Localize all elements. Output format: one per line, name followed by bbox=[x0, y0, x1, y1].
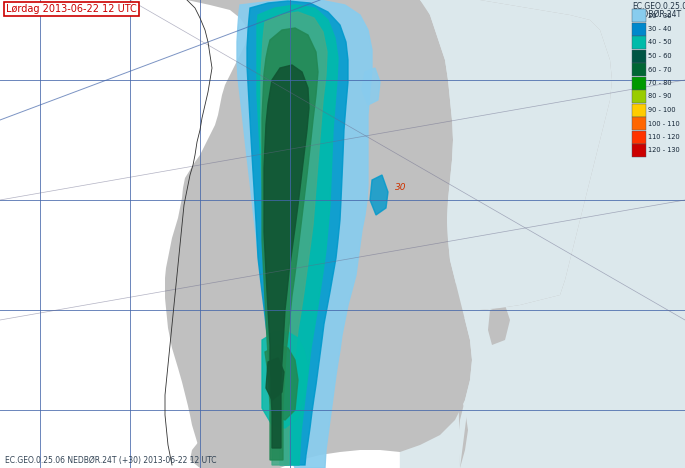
Bar bbox=[632, 90, 646, 103]
Bar bbox=[632, 117, 646, 130]
Polygon shape bbox=[362, 68, 380, 105]
Text: 70 - 80: 70 - 80 bbox=[648, 80, 671, 86]
Text: 30: 30 bbox=[395, 183, 406, 192]
Polygon shape bbox=[370, 175, 388, 215]
Text: 60 - 70: 60 - 70 bbox=[648, 66, 671, 73]
Bar bbox=[632, 76, 646, 89]
Polygon shape bbox=[190, 440, 265, 468]
Polygon shape bbox=[420, 0, 612, 468]
Text: 80 - 90: 80 - 90 bbox=[648, 94, 671, 100]
Polygon shape bbox=[265, 345, 298, 420]
Polygon shape bbox=[165, 0, 472, 468]
Text: 110 - 120: 110 - 120 bbox=[648, 134, 680, 140]
Text: 90 - 100: 90 - 100 bbox=[648, 107, 675, 113]
Polygon shape bbox=[257, 5, 338, 465]
Polygon shape bbox=[266, 358, 284, 400]
Text: EC.GEO.0.25.06: EC.GEO.0.25.06 bbox=[632, 2, 685, 11]
Bar bbox=[632, 9, 646, 22]
Polygon shape bbox=[488, 305, 510, 345]
Text: 50 - 60: 50 - 60 bbox=[648, 53, 671, 59]
Polygon shape bbox=[264, 65, 309, 448]
Text: 120 - 130: 120 - 130 bbox=[648, 147, 680, 154]
Bar bbox=[632, 50, 646, 63]
Polygon shape bbox=[237, 0, 372, 468]
Text: 40 - 50: 40 - 50 bbox=[648, 39, 671, 45]
Text: 30 - 40: 30 - 40 bbox=[648, 26, 671, 32]
Polygon shape bbox=[247, 1, 348, 465]
Text: Lørdag 2013-06-22 12 UTC: Lørdag 2013-06-22 12 UTC bbox=[6, 4, 137, 14]
Polygon shape bbox=[400, 0, 685, 468]
Polygon shape bbox=[262, 332, 308, 428]
Polygon shape bbox=[262, 28, 318, 460]
Bar bbox=[632, 144, 646, 157]
Text: 20 - 30: 20 - 30 bbox=[648, 13, 671, 19]
Text: 100 - 110: 100 - 110 bbox=[648, 120, 680, 126]
Text: NEDBØR.24T: NEDBØR.24T bbox=[632, 10, 681, 19]
Bar bbox=[632, 63, 646, 76]
Bar bbox=[632, 103, 646, 117]
Bar bbox=[632, 36, 646, 49]
Polygon shape bbox=[450, 0, 612, 468]
Bar bbox=[632, 22, 646, 36]
Polygon shape bbox=[261, 12, 327, 465]
Bar bbox=[632, 131, 646, 144]
Text: EC.GEO.0.25.06 NEDBØR.24T (+30) 2013-06-22 12 UTC: EC.GEO.0.25.06 NEDBØR.24T (+30) 2013-06-… bbox=[5, 456, 216, 465]
Polygon shape bbox=[580, 82, 598, 115]
